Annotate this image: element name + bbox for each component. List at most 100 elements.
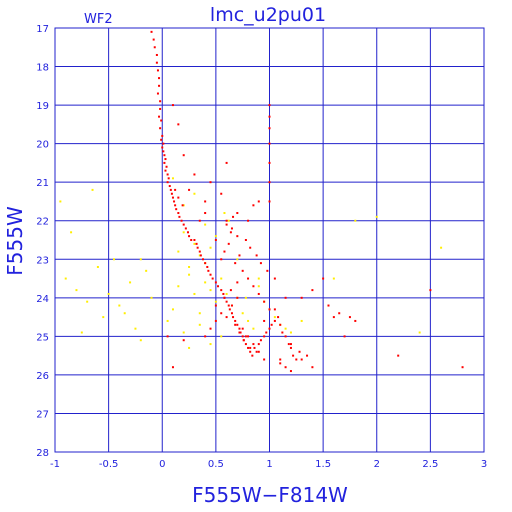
data-point [204,335,207,338]
data-point [173,200,176,203]
data-point [225,223,228,226]
data-point [234,319,237,322]
data-point [236,296,239,299]
data-point [86,300,89,303]
data-point [223,212,226,215]
data-point [418,331,421,334]
data-point [236,212,239,215]
data-point [188,273,191,276]
data-point [180,219,183,222]
x-tick-label: -0.5 [99,459,119,470]
data-point [249,346,252,349]
data-point [188,188,191,191]
data-point [204,212,207,215]
tick-labels: -1 -0.5 0 0.5 1 1.5 2 2.5 3 17 18 19 20 21 22 23 24 25 26 2… [36,24,487,470]
data-point [206,265,209,268]
data-point [160,119,163,122]
data-point [177,250,180,253]
data-point [284,366,287,369]
data-point [268,115,271,118]
data-point [175,208,178,211]
y-axis-label: F555W [3,206,27,276]
data-point [96,265,99,268]
data-point [161,146,164,149]
data-point [229,289,232,292]
data-point [249,350,252,353]
data-point [209,273,212,276]
data-point [242,339,245,342]
data-point [232,316,235,319]
data-point [348,316,351,319]
data-point [247,335,250,338]
data-point [152,38,155,41]
data-point [204,262,207,265]
data-point [230,304,233,307]
data-point [263,300,266,303]
data-point [284,327,287,330]
data-point [257,285,260,288]
data-point [375,215,378,218]
data-point [102,316,105,319]
data-point [190,239,193,241]
data-point [244,296,247,299]
data-point [156,92,159,95]
data-point [354,219,357,222]
data-point [214,304,217,307]
data-point [232,215,235,218]
data-point [236,323,239,326]
data-point [338,312,341,315]
data-point [332,316,335,319]
data-point [184,227,187,230]
data-point [204,223,207,226]
data-point [289,346,292,349]
data-point [279,358,282,361]
x-tick-label: -1 [50,459,60,470]
data-point [220,192,223,195]
data-points [59,30,464,373]
data-point [171,196,174,199]
data-point [268,308,271,311]
data-point [244,335,247,338]
data-point [238,327,241,330]
data-point [284,335,287,338]
data-point [217,285,220,288]
data-point [162,150,165,153]
data-point [188,235,191,238]
data-point [230,312,233,315]
data-point [268,104,271,107]
data-point [273,277,276,280]
y-tick-label: 20 [36,140,49,151]
data-point [166,319,169,322]
data-point [311,289,314,292]
data-point [241,312,244,315]
data-point [220,312,223,315]
data-point [118,304,121,307]
data-point [171,366,174,369]
data-point [227,304,230,307]
data-point [229,231,232,234]
data-point [198,219,201,222]
data-point [247,346,250,349]
data-point [171,104,174,107]
data-point [59,200,62,203]
data-point [166,181,169,184]
data-point [159,107,162,110]
data-point [322,277,325,280]
data-point [268,181,271,184]
data-point [259,262,262,265]
data-point [177,123,180,126]
data-point [247,219,250,222]
data-point [209,181,212,184]
data-point [75,289,78,292]
y-tick-label: 23 [36,255,49,266]
data-point [241,269,244,272]
data-point [209,289,212,292]
data-point [289,331,292,334]
data-point [263,358,266,361]
plot-frame [54,27,485,453]
data-point [284,296,287,299]
data-point [306,354,309,357]
data-point [211,277,214,280]
data-point [263,319,266,322]
data-point [129,281,132,284]
